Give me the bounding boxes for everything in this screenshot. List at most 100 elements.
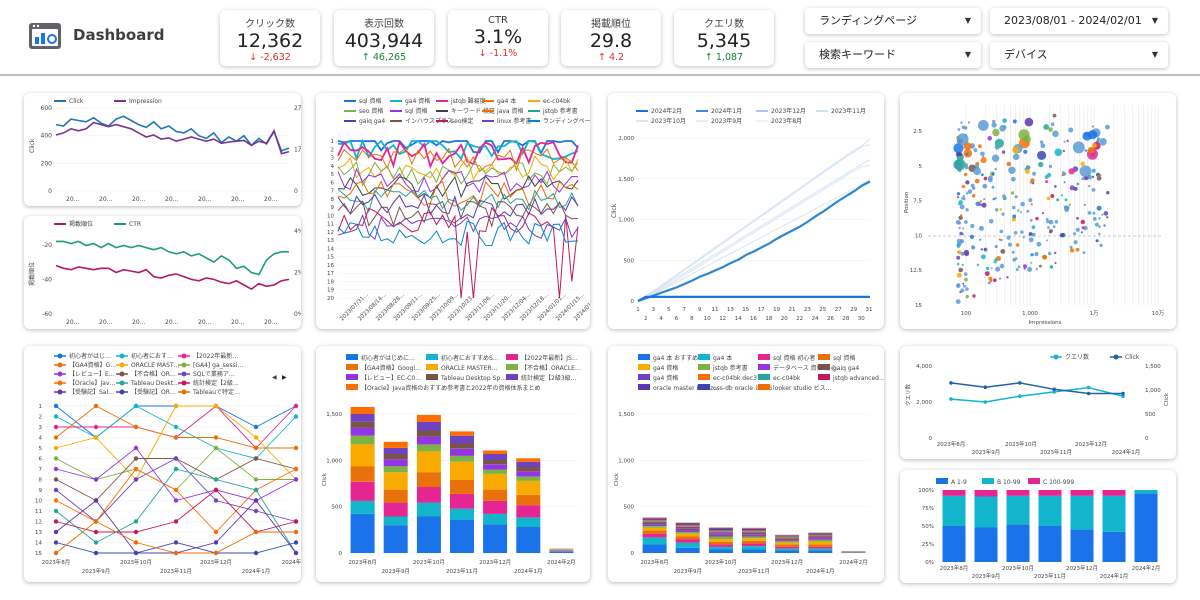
- scatter-point: [1026, 209, 1030, 213]
- scatter-point: [1073, 186, 1078, 191]
- kpi-impressions: 表示回数 403,944 ↑ 46,265: [334, 10, 434, 66]
- scatter-point: [1047, 226, 1050, 229]
- y-axis-label: Position: [904, 191, 910, 213]
- x-tick: 17: [758, 307, 765, 313]
- keyword-rank-chart-card: sql 資格 ga4 資格 jstqb 難易度 ga4 本 ec-c04bk seo 資格…: [316, 93, 590, 329]
- bar-segment: [708, 546, 733, 550]
- bar-segment: [350, 481, 375, 501]
- bar-segment: [675, 536, 700, 540]
- bar-segment: [642, 526, 667, 528]
- scatter-point: [1046, 172, 1052, 178]
- kpi-delta-value: 1,087: [715, 52, 744, 63]
- bar-segment: [483, 489, 508, 501]
- y-tick-left: -40: [42, 277, 52, 284]
- bar-segment: [516, 517, 541, 527]
- kpi-label: クリック数: [245, 19, 295, 30]
- position-ctr-chart[interactable]: 掲載順位 CTR -20 -40 -60 4% 2% 0% 20… 20… 20… 20… 20… 20……: [24, 216, 301, 329]
- rank-share-chart[interactable]: A 1-9 B 10-99 C 100-999 100% 75% 50% 25% 0% 2023…: [900, 470, 1176, 583]
- legend-click-label: Click: [69, 98, 84, 105]
- scatter-point: [1054, 251, 1057, 255]
- scatter-point: [954, 159, 966, 171]
- bar-segment: [775, 548, 800, 551]
- bar-segment: [483, 473, 508, 490]
- bar-segment: [642, 527, 667, 531]
- legend-rank-band-label: C 100-999: [1043, 479, 1074, 486]
- arrow-down-icon: ↓: [249, 52, 258, 63]
- series-point: [1086, 385, 1091, 390]
- y-tick: 9: [39, 488, 43, 494]
- scatter-point: [980, 248, 983, 251]
- scatter-point: [979, 200, 982, 203]
- bar-segment: [516, 505, 541, 518]
- scatter-point: [987, 281, 991, 285]
- scatter-point: [1081, 226, 1085, 230]
- x-tick: 16: [750, 316, 757, 322]
- legend-item-swatch: [506, 374, 518, 380]
- y-tick: 4: [331, 164, 335, 170]
- scatter-point: [1012, 257, 1017, 262]
- scatter-point: [1025, 169, 1030, 174]
- bar-segment: [450, 431, 474, 436]
- scatter-point: [962, 227, 965, 230]
- x-tick: 2023年12月: [200, 558, 232, 566]
- bar-segment: [675, 523, 700, 525]
- series-point: [1018, 394, 1022, 398]
- scatter-point: [1098, 232, 1101, 235]
- scatter-point: [1000, 249, 1006, 254]
- device-filter[interactable]: デバイス ▼: [990, 42, 1168, 68]
- position-impression-scatter[interactable]: 2.5 5 7.5 10 12.5 15 100 1,000 1万 10万 Impressions P…: [900, 93, 1176, 329]
- scatter-point: [998, 277, 1002, 280]
- keyword-rank-chart[interactable]: sql 資格 ga4 資格 jstqb 難易度 ga4 本 ec-c04bk seo 資格…: [316, 93, 590, 329]
- scatter-point: [1082, 251, 1086, 255]
- scatter-point: [953, 143, 964, 154]
- series-line: [950, 382, 1123, 395]
- bar-segment: [675, 528, 700, 531]
- scatter-point: [964, 277, 968, 282]
- scatter-point: [1028, 232, 1033, 236]
- bar-segment: [416, 487, 441, 503]
- y-tick: 1,500: [618, 177, 634, 183]
- bar-segment: [742, 529, 766, 531]
- scatter-point: [999, 263, 1005, 269]
- legend-item-label: Tableau Desktop Sp…: [440, 375, 506, 382]
- scatter-point: [1030, 261, 1033, 264]
- query-click-chart[interactable]: クエリ数 Click 4,000 2,000 0 1,500 1,000 500 0 クエリ数 Cl…: [900, 346, 1176, 459]
- x-tick: 21: [789, 307, 796, 313]
- page-rank-chart[interactable]: 初心者がはじ… 初心者におす… 【2022年最新… 【GA4資格】G… ORACLE M…: [24, 346, 301, 582]
- scatter-point: [1049, 265, 1054, 269]
- x-tick: 5: [667, 307, 671, 313]
- y-axis-label: Click: [614, 472, 620, 486]
- scatter-point: [965, 180, 970, 185]
- scatter-point: [976, 263, 980, 267]
- scatter-point: [1034, 252, 1039, 257]
- scatter-point: [1103, 224, 1106, 227]
- scatter-point: [980, 157, 987, 164]
- legend-keyword-label: jstqb 参考書: [542, 107, 578, 115]
- date-range-picker[interactable]: 2023/08/01 - 2024/02/01 ▼: [990, 8, 1168, 34]
- legend-prev-icon: ◀: [272, 374, 277, 381]
- bar-segment: [675, 532, 700, 534]
- legend-query-label: クエリ数: [1065, 353, 1089, 361]
- bar-segment: [350, 466, 375, 482]
- scatter-point: [994, 197, 997, 200]
- keyword-filter[interactable]: 検索キーワード ▼: [805, 42, 981, 68]
- scatter-point: [1098, 217, 1101, 220]
- legend-page-label: 【GA4資格】G…: [69, 361, 116, 369]
- legend-item-swatch: [698, 364, 710, 370]
- scatter-point: [1017, 265, 1021, 268]
- landing-page-filter[interactable]: ランディングページ ▼: [805, 8, 981, 34]
- bar-segment: [483, 500, 508, 514]
- page-click-bar-chart[interactable]: 初心者がはじめに… 初心者におすすめS… 【2022年最新】JS… 【GA4資格】Go…: [316, 346, 590, 582]
- scatter-point: [1032, 171, 1037, 176]
- scatter-point: [1031, 225, 1036, 229]
- click-impression-chart[interactable]: Click Impression 600 400 200 0 2万 1万 0 20… 20… 20… 2…: [24, 93, 301, 206]
- y-tick: 15: [915, 303, 922, 309]
- scatter-point: [1020, 201, 1025, 207]
- y-tick: 3: [331, 156, 335, 162]
- bar-segment: [808, 538, 833, 540]
- scatter-point: [965, 153, 968, 156]
- bar-segment: [775, 550, 800, 553]
- y-tick: 0: [339, 551, 343, 557]
- keyword-click-bar-chart[interactable]: ga4 本 おすすめ ga4 本 sql 資格 初心者 sql 資格 ga4 資格 jst…: [608, 346, 884, 582]
